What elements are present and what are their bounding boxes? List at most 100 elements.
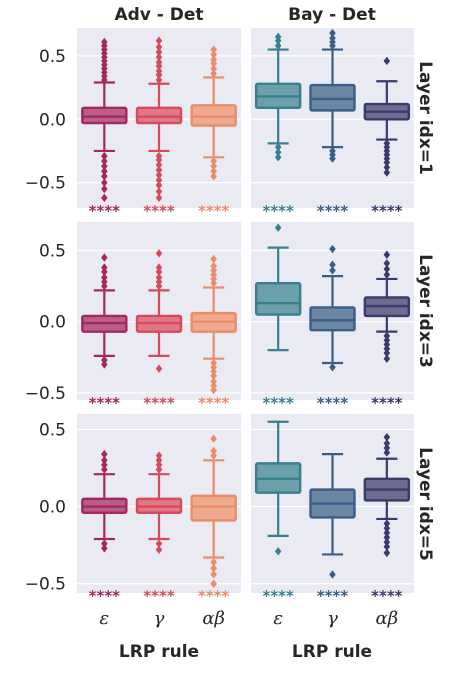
outlier-point: [210, 381, 217, 390]
outlier-point: [155, 66, 163, 76]
outlier-point: [101, 156, 108, 166]
outlier-point: [101, 151, 108, 161]
outlier-point: [155, 460, 163, 470]
outlier-point: [383, 344, 391, 353]
y-tick-label: 0.5: [39, 47, 66, 67]
outlier-point: [155, 36, 163, 45]
significance-marker: ****: [262, 202, 294, 220]
outlier-point: [329, 363, 336, 372]
outlier-point: [101, 544, 108, 553]
outlier-point: [101, 456, 108, 465]
outlier-point: [274, 41, 282, 50]
box-iqr: [309, 306, 356, 332]
outlier-point: [210, 557, 217, 567]
outlier-point: [383, 348, 391, 358]
outlier-point: [155, 277, 163, 287]
outlier-point: [155, 47, 163, 57]
outlier-point: [210, 279, 217, 288]
outlier-point: [383, 340, 391, 349]
outlier-point: [274, 153, 282, 162]
outlier-point: [101, 193, 108, 203]
panel-row1-bay-det: **** **** ****: [251, 28, 414, 220]
outlier-point: [210, 69, 217, 78]
row-title-layer-1: Layer idx=1: [415, 61, 435, 175]
outlier-point: [210, 254, 217, 264]
outlier-point: [383, 168, 391, 177]
box-row3-adv-det-2: ****: [190, 434, 237, 605]
outlier-point: [101, 539, 108, 548]
outlier-point: [155, 165, 163, 175]
panel-row2-adv-det: 0.5 0.0 −0.5 **** **** ****: [25, 222, 241, 412]
x-tick-label: ε: [273, 608, 283, 629]
outlier-point: [383, 158, 391, 167]
outlier-point: [383, 548, 391, 558]
outlier-point: [155, 187, 163, 196]
outlier-point: [383, 259, 391, 268]
outlier-point: [329, 260, 336, 269]
significance-marker: ****: [371, 394, 403, 412]
significance-marker: ****: [143, 202, 175, 220]
outlier-point: [101, 277, 108, 287]
outlier-point: [155, 267, 163, 277]
outlier-point: [210, 358, 217, 368]
x-tick-label: γ: [327, 608, 338, 629]
box-row3-bay-det-2: ****: [363, 432, 411, 605]
significance-marker: ****: [317, 394, 349, 412]
significance-marker: ****: [262, 394, 294, 412]
outlier-point: [329, 244, 336, 254]
box-iqr: [190, 104, 237, 127]
box-row3-bay-det-0: ****: [254, 420, 302, 605]
outlier-point: [210, 266, 217, 275]
panels: 0.5 0.0 −0.5 **** **** **** **** **** **** 0.5 0.0…: [25, 28, 414, 629]
outlier-point: [329, 28, 336, 38]
outlier-point: [383, 250, 391, 259]
significance-marker: ****: [317, 202, 349, 220]
outlier-point: [155, 539, 163, 548]
box-row1-adv-det-0: ****: [81, 37, 128, 220]
box-iqr: [190, 494, 237, 522]
outlier-point: [210, 45, 217, 54]
outlier-point: [101, 167, 108, 176]
outlier-point: [101, 360, 108, 369]
outlier-point: [101, 449, 108, 459]
box-row1-bay-det-2: ****: [363, 56, 411, 220]
outlier-point: [155, 155, 163, 165]
outlier-point: [210, 367, 217, 376]
y-tick-label: −0.5: [25, 384, 66, 404]
outlier-point: [210, 579, 217, 588]
outlier-point: [210, 50, 217, 59]
outlier-point: [210, 377, 217, 386]
outlier-point: [101, 281, 108, 291]
outlier-point: [155, 465, 163, 474]
significance-marker: ****: [89, 202, 121, 220]
outlier-point: [155, 170, 163, 180]
outlier-point: [210, 167, 217, 176]
outlier-point: [101, 172, 108, 181]
significance-marker: ****: [89, 587, 121, 605]
x-tick-label: ε: [99, 608, 109, 629]
column-title-adv-det: Adv - Det: [114, 5, 203, 25]
outlier-point: [101, 355, 108, 365]
outlier-point: [210, 161, 217, 171]
outlier-point: [155, 249, 163, 258]
panel-row1-adv-det: 0.5 0.0 −0.5 **** **** ****: [25, 28, 241, 220]
box-row3-adv-det-0: ****: [81, 449, 128, 605]
outlier-point: [383, 264, 391, 274]
outlier-point: [210, 451, 217, 460]
outlier-point: [274, 148, 282, 157]
row-title-layer-3: Layer idx=3: [415, 254, 435, 368]
box-row2-bay-det-2: ****: [363, 250, 411, 412]
significance-marker: ****: [143, 587, 175, 605]
y-tick-label: 0.0: [39, 313, 66, 333]
outlier-point: [210, 64, 217, 73]
box-row1-bay-det-0: ****: [254, 32, 302, 220]
outlier-point: [210, 570, 217, 579]
x-tick-label: αβ: [202, 608, 225, 629]
box-row2-bay-det-1: ****: [309, 244, 356, 412]
y-tick-label: 0.0: [39, 110, 66, 130]
outlier-point: [329, 154, 336, 163]
outlier-point: [210, 156, 217, 166]
outlier-point: [101, 37, 108, 47]
significance-marker: ****: [198, 394, 230, 412]
significance-marker: ****: [262, 587, 294, 605]
